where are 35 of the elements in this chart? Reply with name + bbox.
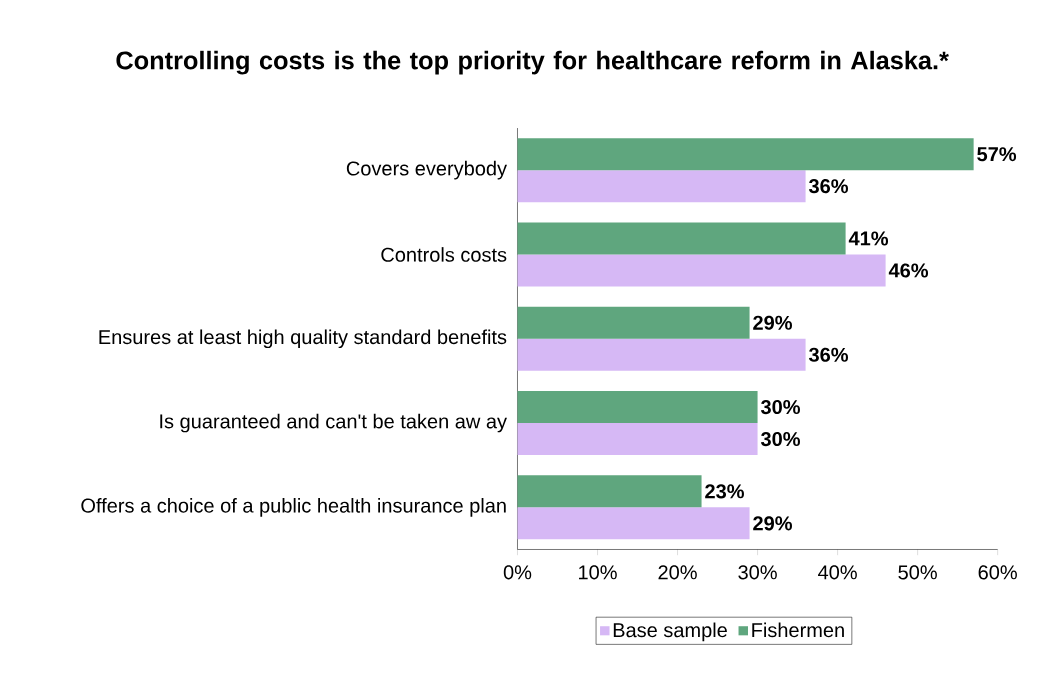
x-tick-label: 0% bbox=[503, 565, 532, 580]
data-label: 23% bbox=[705, 484, 744, 499]
bar bbox=[517, 222, 846, 255]
bar bbox=[517, 138, 974, 171]
data-label: 46% bbox=[888, 263, 929, 278]
bar bbox=[517, 170, 806, 203]
x-tick-label: 10% bbox=[579, 565, 617, 580]
data-label: 41% bbox=[848, 231, 889, 246]
bar bbox=[517, 339, 806, 372]
x-tick-label: 50% bbox=[898, 565, 937, 580]
bar bbox=[517, 306, 750, 339]
bar bbox=[517, 475, 702, 508]
data-label: 36% bbox=[808, 179, 849, 194]
legend-label: Base sample bbox=[613, 622, 727, 642]
bar bbox=[517, 507, 750, 540]
data-label: 30% bbox=[760, 400, 801, 415]
y-tick-label: Offers a choice of a public health insurance plan bbox=[81, 498, 506, 517]
data-label: 36% bbox=[808, 347, 849, 363]
data-label: 29% bbox=[753, 516, 792, 531]
bar bbox=[517, 254, 886, 287]
bar bbox=[517, 391, 758, 424]
data-label: 29% bbox=[753, 315, 792, 331]
y-tick-label: Covers everybody bbox=[346, 161, 507, 180]
data-label: 30% bbox=[760, 432, 801, 447]
y-tick-label: Controls costs bbox=[381, 247, 507, 263]
x-tick-label: 40% bbox=[818, 565, 857, 580]
data-label: 57% bbox=[977, 147, 1017, 162]
legend-label: Fishermen bbox=[752, 622, 844, 638]
x-tick-label: 30% bbox=[738, 565, 777, 580]
y-tick-label: Ensures at least high quality standard benefits bbox=[99, 329, 507, 349]
x-tick-label: 60% bbox=[978, 565, 1017, 580]
chart-title: Controlling costs is the top priority for healthcare reform in Alaska.* bbox=[116, 51, 949, 75]
x-tick-label: 20% bbox=[658, 565, 697, 580]
bar bbox=[517, 423, 758, 456]
y-tick-label: Is guaranteed and can't be taken aw ay bbox=[160, 413, 507, 433]
